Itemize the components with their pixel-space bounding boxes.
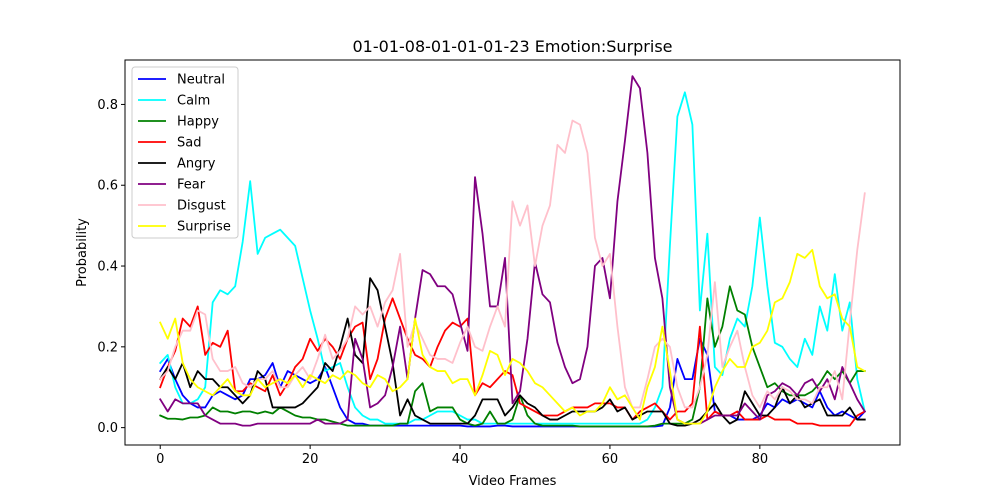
series-line-calm — [158, 91, 866, 425]
series-line-surprise — [159, 248, 866, 425]
legend-label-surprise: Surprise — [177, 220, 231, 235]
y-tick-label: 0.0 — [97, 421, 118, 436]
series-line-fear — [158, 75, 867, 427]
x-axis-ticks: 0 20 40 60 80 — [156, 445, 768, 467]
y-tick-label: 0.2 — [97, 340, 118, 355]
x-tick-label: 20 — [302, 452, 319, 467]
x-tick-label: 0 — [156, 452, 164, 467]
plot-area — [124, 59, 901, 446]
legend-label-disgust: Disgust — [177, 199, 226, 214]
legend-box — [131, 66, 239, 239]
legend-label-happy: Happy — [177, 115, 219, 130]
legend-label-calm: Calm — [177, 94, 210, 109]
legend-label-fear: Fear — [177, 178, 206, 193]
x-axis-label: Video Frames — [469, 474, 557, 489]
x-tick-label: 80 — [752, 452, 769, 467]
plot-frame — [124, 59, 901, 446]
series-lines — [158, 75, 867, 428]
legend-label-sad: Sad — [177, 136, 201, 151]
y-axis-ticks: 0.0 0.2 0.4 0.6 0.8 — [97, 98, 125, 436]
x-tick-label: 40 — [452, 452, 469, 467]
y-tick-label: 0.8 — [97, 98, 118, 113]
series-line-disgust — [158, 119, 866, 409]
y-axis-label: Probability — [75, 218, 90, 287]
series-line-angry — [158, 277, 866, 427]
y-tick-label: 0.4 — [97, 260, 118, 275]
x-tick-label: 60 — [602, 452, 619, 467]
chart-title: 01-01-08-01-01-01-23 Emotion:Surprise — [353, 37, 673, 56]
series-line-sad — [159, 297, 866, 427]
legend-label-angry: Angry — [177, 157, 216, 172]
legend: Neutral Calm Happy Sad Angry Fear Disgust Surpr… — [131, 66, 239, 239]
y-tick-label: 0.6 — [97, 179, 118, 194]
series-line-happy — [159, 285, 866, 428]
legend-label-neutral: Neutral — [177, 73, 225, 88]
